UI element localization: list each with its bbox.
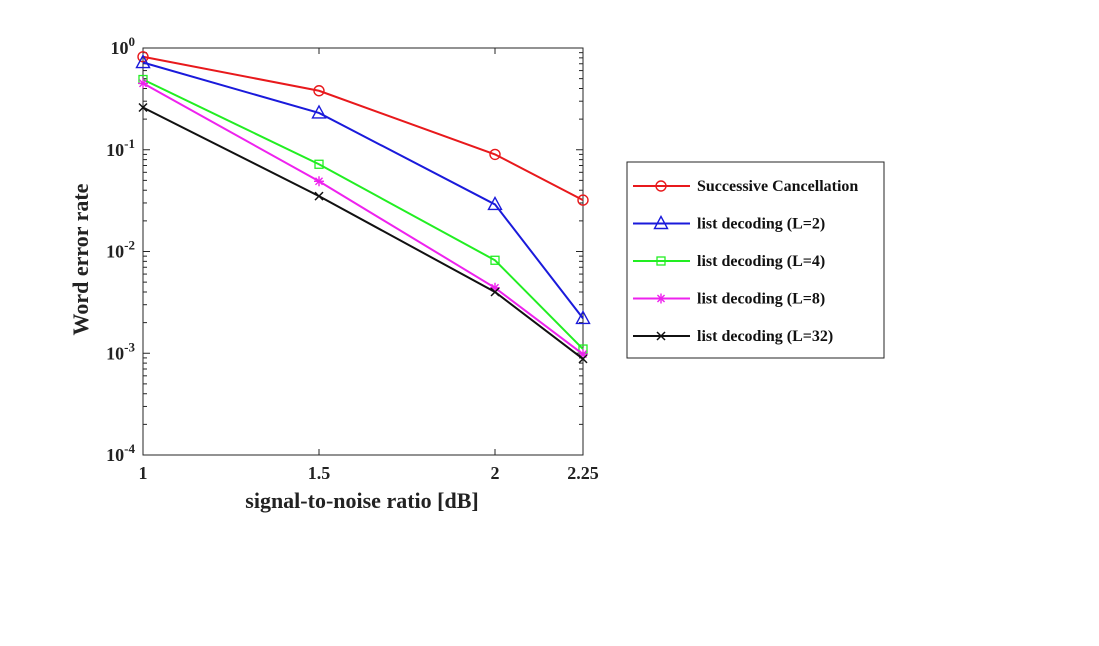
series-0 — [137, 51, 589, 206]
data-point — [313, 85, 325, 97]
series-line — [142, 78, 584, 350]
legend-swatch-marker — [655, 180, 667, 192]
legend-item: Successive Cancellation — [633, 178, 858, 195]
legend-swatch-marker — [653, 215, 669, 230]
series-3 — [138, 78, 588, 360]
legend-label: Successive Cancellation — [697, 178, 858, 195]
legend-label: list decoding (L=8) — [697, 291, 825, 308]
data-point — [137, 51, 149, 63]
legend: Successive Cancellation list decoding (L=… — [626, 161, 885, 359]
y-tick-label-base: 10 — [111, 38, 129, 58]
y-tick-label-exponent: -1 — [124, 136, 135, 151]
axes: 1 1.5 2 2.2510010-110-210-310-4signal-to-no… — [68, 34, 599, 513]
x-tick-label: 2 — [491, 463, 500, 483]
series-line — [142, 55, 584, 201]
series-line — [142, 106, 584, 360]
data-point — [487, 195, 503, 211]
data-point-stroke — [138, 79, 148, 88]
legend-item: list decoding (L=8) — [633, 291, 825, 308]
data-point-stroke — [578, 354, 588, 364]
data-point — [577, 194, 589, 206]
data-point-stroke — [314, 191, 324, 201]
data-point — [490, 255, 500, 265]
data-point — [311, 104, 327, 119]
data-point-stroke — [490, 287, 500, 297]
y-tick-label-exponent: -2 — [124, 238, 135, 253]
legend-label: list decoding (L=4) — [697, 253, 825, 270]
data-point — [314, 159, 324, 169]
legend-label: list decoding (L=2) — [697, 216, 825, 233]
series-4 — [138, 102, 588, 364]
plot-frame — [142, 47, 584, 456]
y-tick-label: 100 — [111, 34, 136, 58]
y-tick-label-base: 10 — [106, 343, 124, 363]
y-tick-label-base: 10 — [106, 445, 124, 465]
y-tick-label: 10-3 — [106, 339, 135, 363]
y-tick-label: 10-2 — [106, 238, 135, 262]
legend-label: list decoding (L=32) — [697, 328, 833, 345]
legend-item: list decoding (L=32) — [633, 328, 833, 345]
series-lines — [135, 51, 591, 364]
legend-swatch-marker — [656, 293, 666, 304]
x-tick-label: 1 — [139, 463, 148, 483]
y-tick-label: 10-1 — [106, 136, 135, 160]
series-line — [142, 82, 584, 355]
x-tick-label: 2.25 — [567, 463, 599, 483]
data-point-stroke — [138, 102, 148, 113]
y-tick-label-base: 10 — [106, 242, 124, 262]
data-point — [578, 354, 588, 364]
data-point — [489, 148, 501, 161]
legend-swatch-marker — [656, 331, 666, 341]
legend-item: list decoding (L=2) — [633, 215, 825, 233]
x-tick-label: 1.5 — [308, 463, 331, 483]
y-tick-label-exponent: -4 — [124, 441, 135, 456]
legend-item: list decoding (L=4) — [633, 253, 825, 270]
legend-swatch-marker-stroke — [656, 331, 666, 341]
legend-swatch-marker — [656, 256, 666, 266]
data-point — [575, 309, 591, 325]
series-1 — [135, 54, 591, 325]
data-point — [314, 176, 324, 187]
y-tick-label-exponent: -3 — [124, 339, 135, 354]
y-tick-label: 10-4 — [106, 441, 135, 465]
data-point — [138, 78, 148, 89]
data-point-stroke — [314, 177, 324, 186]
y-tick-label-base: 10 — [106, 140, 124, 160]
data-point — [490, 287, 500, 297]
x-axis-title: signal-to-noise ratio [dB] — [245, 488, 478, 513]
data-point — [138, 102, 148, 113]
data-point — [314, 191, 324, 201]
data-point — [135, 54, 151, 69]
y-axis-title: Word error rate — [68, 183, 93, 335]
series-line — [142, 61, 584, 320]
y-tick-label-exponent: 0 — [129, 34, 136, 49]
legend-swatch-marker-stroke — [656, 294, 666, 303]
